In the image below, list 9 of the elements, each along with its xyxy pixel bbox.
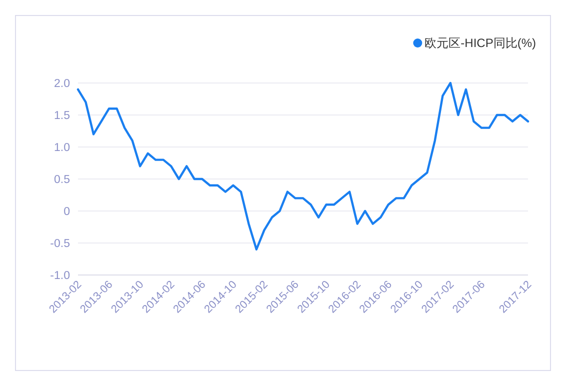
y-tick-label: 2.0 xyxy=(54,78,70,90)
y-tick-label: 1.0 xyxy=(54,142,70,154)
y-tick-label: 1.5 xyxy=(54,110,70,122)
legend-label: 欧元区-HICP同比(%) xyxy=(424,36,536,50)
y-tick-label: 0.5 xyxy=(54,174,70,186)
y-tick-label: -1.0 xyxy=(50,270,70,282)
line-series xyxy=(76,82,530,250)
y-tick-label: 0 xyxy=(64,206,70,218)
y-tick-label: -0.5 xyxy=(50,238,70,250)
